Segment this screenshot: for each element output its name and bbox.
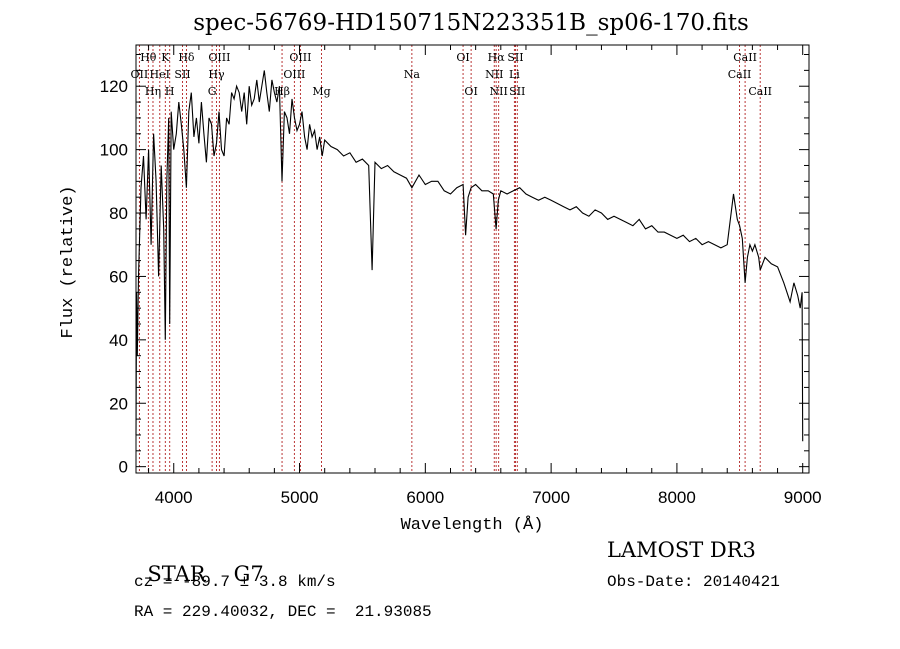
y-tick-label: 40 xyxy=(109,331,128,350)
y-tick-label: 120 xyxy=(100,77,128,96)
observation-date: Obs-Date: 20140421 xyxy=(607,573,780,591)
line-marker-label: CaII xyxy=(728,68,752,81)
y-axis-ticks: 0 20 40 60 80 100 120 xyxy=(100,54,809,477)
x-tick-label: 7000 xyxy=(532,488,570,507)
y-tick-label: 100 xyxy=(100,141,128,160)
line-marker-label: NII xyxy=(490,85,508,98)
line-marker-label: SII xyxy=(509,85,525,98)
y-tick-label: 20 xyxy=(109,394,128,413)
line-marker-label: SII xyxy=(507,51,523,64)
x-tick-label: 6000 xyxy=(406,488,444,507)
flux-series-line xyxy=(135,70,804,442)
line-marker-label: Hη xyxy=(145,85,161,98)
line-marker-label: OI xyxy=(464,85,477,98)
line-marker-label: OIII xyxy=(283,68,305,81)
survey-name: LAMOST DR3 xyxy=(607,538,756,562)
line-marker-label: OIII xyxy=(289,51,311,64)
class-label: STAR xyxy=(147,562,206,586)
line-marker-label: SII xyxy=(174,68,190,81)
line-marker-label: Hδ xyxy=(178,51,195,64)
coordinates: RA = 229.40032, DEC = 21.93085 xyxy=(134,603,432,621)
line-marker-label: Hθ xyxy=(140,51,157,64)
line-marker-labels: Hθ OII Hη HeI K H Hδ SII OIII Hγ G OIII OIII Hβ Mg Na OI… xyxy=(131,51,772,98)
line-marker-label: K xyxy=(161,51,170,64)
line-marker-label: Hα xyxy=(488,51,506,64)
line-marker-label: CaII xyxy=(748,85,772,98)
line-marker-label: Mg xyxy=(312,85,330,98)
plot-frame xyxy=(135,44,810,474)
line-marker-label: Hγ xyxy=(208,68,225,81)
line-marker-label: OIII xyxy=(208,51,230,64)
line-marker-label: OII xyxy=(131,68,149,81)
x-tick-label: 4000 xyxy=(155,488,193,507)
line-marker-label: HeI xyxy=(150,68,170,81)
line-marker-label: H xyxy=(165,85,175,98)
x-axis-label: Wavelength (Å) xyxy=(401,516,544,535)
line-marker-label: Hβ xyxy=(274,85,290,98)
y-axis-label: Flux (relative) xyxy=(59,185,78,338)
line-marker-label: G xyxy=(208,85,217,98)
y-tick-label: 0 xyxy=(119,458,128,477)
line-marker-label: NII xyxy=(485,68,503,81)
y-tick-label: 60 xyxy=(109,267,128,286)
line-markers xyxy=(138,45,761,473)
x-tick-label: 5000 xyxy=(281,488,319,507)
chart-title: spec-56769-HD150715N223351B_sp06-170.fit… xyxy=(193,10,749,36)
x-tick-label: 8000 xyxy=(658,488,696,507)
line-marker-label: OI xyxy=(456,51,469,64)
x-tick-label: 9000 xyxy=(784,488,822,507)
redshift-velocity: cz = -89.7 ± 3.8 km/s xyxy=(134,573,336,591)
x-axis-ticks: 4000 5000 6000 7000 8000 9000 xyxy=(148,45,822,507)
object-class: STAR G7 xyxy=(134,538,264,586)
y-tick-label: 80 xyxy=(109,204,128,223)
line-marker-label: CaII xyxy=(733,51,757,64)
subclass-label: G7 xyxy=(233,562,264,586)
line-marker-label: Li xyxy=(509,68,520,81)
line-marker-label: Na xyxy=(404,68,421,81)
